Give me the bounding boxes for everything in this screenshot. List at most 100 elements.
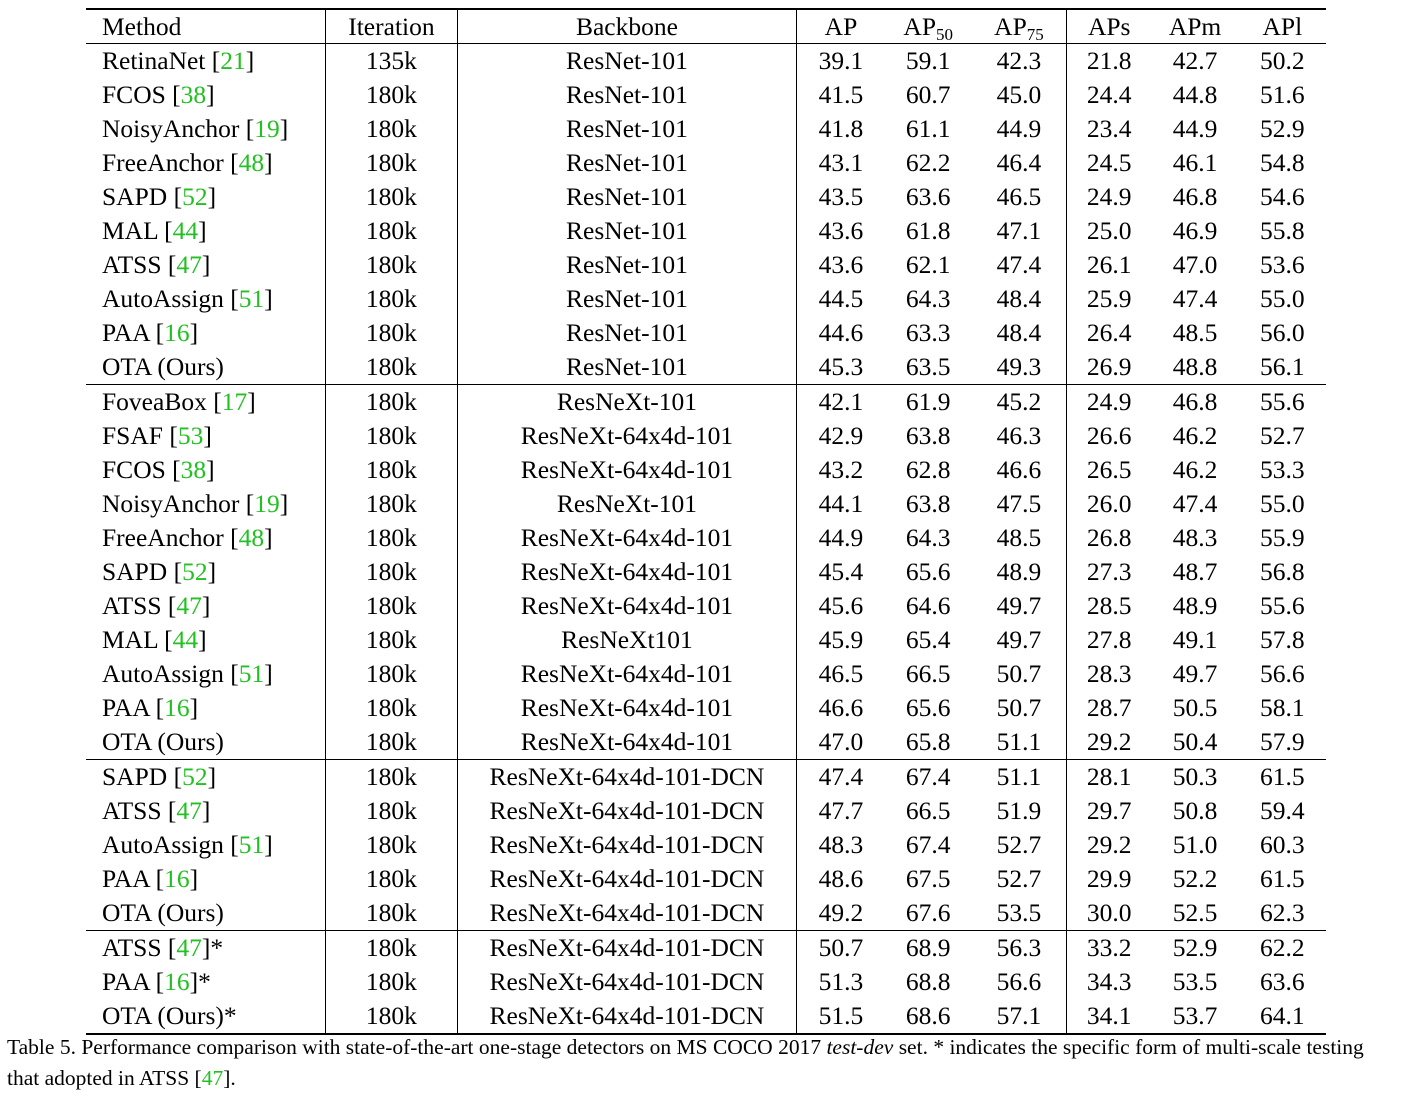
ap-cell: 45.3 [796,350,885,385]
ap75-cell: 49.7 [971,589,1068,623]
ap50-cell: 67.4 [905,830,951,859]
iteration-cell: 180k [325,248,458,282]
citation-link[interactable]: 19 [254,114,280,143]
apm-cell: 48.9 [1172,591,1218,620]
ap-cell: 43.6 [818,250,864,279]
ap75-cell: 51.9 [971,794,1068,828]
ap50-cell: 61.9 [905,387,951,416]
citation-link[interactable]: 51 [238,659,265,688]
backbone-cell: ResNeXt-64x4d-101 [457,521,798,555]
aps-cell: 28.7 [1086,693,1132,722]
iteration-cell: 180k [325,828,458,862]
citation-link[interactable]: 51 [238,284,265,313]
aps-cell: 25.9 [1086,284,1132,313]
citation-link[interactable]: 47 [176,591,202,620]
method-name: PAA [102,318,150,347]
ap50-cell: 66.5 [905,796,951,825]
citation-link[interactable]: 52 [182,557,208,586]
citation-link[interactable]: 47 [176,796,202,825]
apl-cell: 63.6 [1260,967,1305,996]
table-row: FreeAnchor [48] 180k ResNet-101 43.1 62.2 46.… [86,146,1326,180]
ap75-cell: 50.7 [971,657,1068,691]
citation-link[interactable]: 38 [180,80,207,109]
method-cell: AutoAssign [51] [102,284,273,313]
citation-link[interactable]: 38 [180,455,207,484]
method-cell: NoisyAnchor [19] [102,114,289,143]
table-group: RetinaNet [21] 135k ResNet-101 39.1 59.1 42.3… [86,43,1326,385]
citation-link[interactable]: 16 [164,967,190,996]
apm-cell: 50.3 [1172,762,1218,791]
ap-cell: 44.6 [818,318,864,347]
ap-cell: 48.6 [818,864,864,893]
ap75-cell: 47.4 [971,248,1068,282]
backbone-cell: ResNeXt-64x4d-101-DCN [457,862,798,896]
apl-cell: 54.6 [1260,182,1305,211]
iteration-cell: 180k [325,521,458,555]
table-group: SAPD [52] 180k ResNeXt-64x4d-101-DCN 47.4 67… [86,759,1326,931]
results-table: Method Iteration Backbone AP AP50 AP75 A… [86,8,1326,1035]
iteration-cell: 180k [325,759,458,794]
aps-cell: 28.5 [1086,591,1132,620]
citation-link[interactable]: 19 [254,489,280,518]
backbone-cell: ResNeXt-64x4d-101-DCN [457,896,798,931]
apm-cell: 46.8 [1172,182,1218,211]
caption-citation[interactable]: 47 [201,1066,224,1090]
apm-cell: 47.4 [1172,489,1218,518]
apl-cell: 53.3 [1260,455,1305,484]
citation-link[interactable]: 44 [172,625,199,654]
backbone-cell: ResNeXt-64x4d-101 [457,657,798,691]
apm-cell: 53.7 [1151,999,1239,1035]
aps-cell: 24.4 [1086,80,1132,109]
table-row: NoisyAnchor [19] 180k ResNeXt-101 44.1 63.8 4… [86,487,1326,521]
apm-cell: 48.3 [1172,523,1218,552]
citation-link[interactable]: 16 [164,864,190,893]
ap75-cell: 46.5 [971,180,1068,214]
citation-link[interactable]: 48 [238,148,265,177]
aps-cell: 26.4 [1086,318,1132,347]
apm-cell: 46.9 [1172,216,1218,245]
citation-link[interactable]: 52 [182,182,208,211]
ap75-cell: 48.4 [971,316,1068,350]
apl-cell: 55.9 [1260,523,1305,552]
citation-link[interactable]: 53 [177,421,204,450]
table-row: ATSS [47] 180k ResNet-101 43.6 62.1 47.4 26.1 4… [86,248,1326,282]
citation-link[interactable]: 21 [220,46,246,75]
ap-cell: 51.5 [796,999,885,1035]
citation-link[interactable]: 16 [164,318,190,347]
apm-cell: 44.8 [1172,80,1218,109]
apl-cell: 55.0 [1260,489,1305,518]
apl-cell: 64.1 [1238,999,1326,1035]
apl-cell: 51.6 [1260,80,1305,109]
citation-link[interactable]: 51 [238,830,265,859]
iteration-cell: 180k [325,623,458,657]
method-name: OTA (Ours) [102,727,224,756]
aps-cell: 27.8 [1086,625,1132,654]
apl-cell: 56.6 [1260,659,1305,688]
citation-link[interactable]: 16 [164,693,190,722]
citation-link[interactable]: 52 [182,762,208,791]
table-row: FCOS [38] 180k ResNeXt-64x4d-101 43.2 62.8 46… [86,453,1326,487]
ap-cell: 39.1 [818,46,864,75]
aps-cell: 34.1 [1066,999,1152,1035]
citation-link[interactable]: 44 [172,216,199,245]
table-row: OTA (Ours) 180k ResNeXt-64x4d-101 47.0 65.8 5… [86,725,1326,760]
ap-cell: 45.6 [818,591,864,620]
citation-link[interactable]: 47 [176,250,202,279]
iteration-cell: 180k [325,112,458,146]
aps-cell: 30.0 [1066,896,1152,931]
backbone-cell: ResNeXt-64x4d-101 [457,555,798,589]
apm-cell: 46.2 [1172,421,1218,450]
citation-link[interactable]: 17 [221,387,248,416]
citation-link[interactable]: 47 [176,933,202,962]
ap50-cell: 63.8 [905,489,951,518]
method-cell: FreeAnchor [48] [102,523,273,552]
iteration-cell: 180k [325,146,458,180]
iteration-cell: 180k [325,862,458,896]
method-name: FCOS [102,80,166,109]
citation-link[interactable]: 48 [238,523,265,552]
method-cell: OTA (Ours)* [86,999,326,1035]
backbone-cell: ResNeXt-64x4d-101-DCN [457,930,798,965]
method-cell: MAL [44] [102,216,207,245]
method-name: AutoAssign [102,284,224,313]
ap50-cell: 63.5 [884,350,972,385]
